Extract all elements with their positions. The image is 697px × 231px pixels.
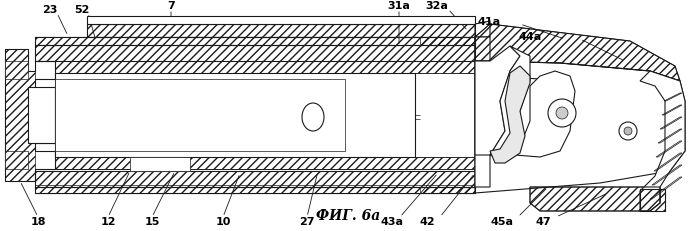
Bar bbox=[55, 62, 475, 74]
Text: 15: 15 bbox=[144, 216, 160, 226]
Polygon shape bbox=[475, 38, 685, 193]
Bar bbox=[130, 157, 190, 171]
Text: 31a: 31a bbox=[388, 1, 411, 11]
Text: 43a: 43a bbox=[381, 216, 404, 226]
Bar bbox=[35, 38, 475, 46]
Bar bbox=[35, 46, 475, 62]
Text: 44a: 44a bbox=[519, 32, 542, 42]
Bar bbox=[55, 62, 475, 74]
Text: 10: 10 bbox=[215, 216, 231, 226]
Bar bbox=[35, 187, 475, 193]
Polygon shape bbox=[490, 47, 530, 161]
Text: 52: 52 bbox=[75, 5, 90, 15]
Polygon shape bbox=[475, 22, 490, 38]
Text: 45a: 45a bbox=[491, 216, 514, 226]
Bar bbox=[35, 187, 475, 193]
Bar bbox=[640, 189, 665, 211]
Text: 32a: 32a bbox=[426, 1, 448, 11]
Bar bbox=[35, 171, 475, 187]
Text: 47: 47 bbox=[535, 216, 551, 226]
Text: 27: 27 bbox=[299, 216, 315, 226]
Bar bbox=[55, 74, 415, 157]
Bar bbox=[87, 25, 475, 38]
Bar bbox=[5, 62, 28, 80]
Bar bbox=[35, 171, 475, 187]
Text: 41a: 41a bbox=[477, 17, 500, 27]
Circle shape bbox=[619, 122, 637, 140]
Circle shape bbox=[548, 100, 576, 128]
Polygon shape bbox=[475, 62, 540, 187]
Polygon shape bbox=[5, 50, 55, 181]
Text: 18: 18 bbox=[30, 216, 46, 226]
Bar bbox=[55, 157, 475, 169]
Bar bbox=[87, 25, 475, 38]
Polygon shape bbox=[475, 47, 520, 155]
Bar bbox=[28, 88, 55, 143]
Polygon shape bbox=[490, 67, 530, 163]
Bar bbox=[5, 151, 28, 169]
Bar bbox=[35, 46, 475, 62]
Text: 7: 7 bbox=[167, 1, 175, 11]
Circle shape bbox=[556, 108, 568, 119]
Bar bbox=[87, 17, 475, 25]
Bar bbox=[55, 80, 345, 151]
Bar bbox=[35, 38, 475, 46]
Bar bbox=[55, 157, 475, 169]
Polygon shape bbox=[640, 72, 685, 211]
Text: 42: 42 bbox=[419, 216, 435, 226]
Text: 12: 12 bbox=[100, 216, 116, 226]
Text: 23: 23 bbox=[43, 5, 58, 15]
Circle shape bbox=[624, 128, 632, 135]
Text: ФИГ. 6а: ФИГ. 6а bbox=[316, 208, 380, 222]
Bar bbox=[640, 189, 665, 211]
Polygon shape bbox=[490, 72, 575, 157]
Ellipse shape bbox=[302, 103, 324, 131]
